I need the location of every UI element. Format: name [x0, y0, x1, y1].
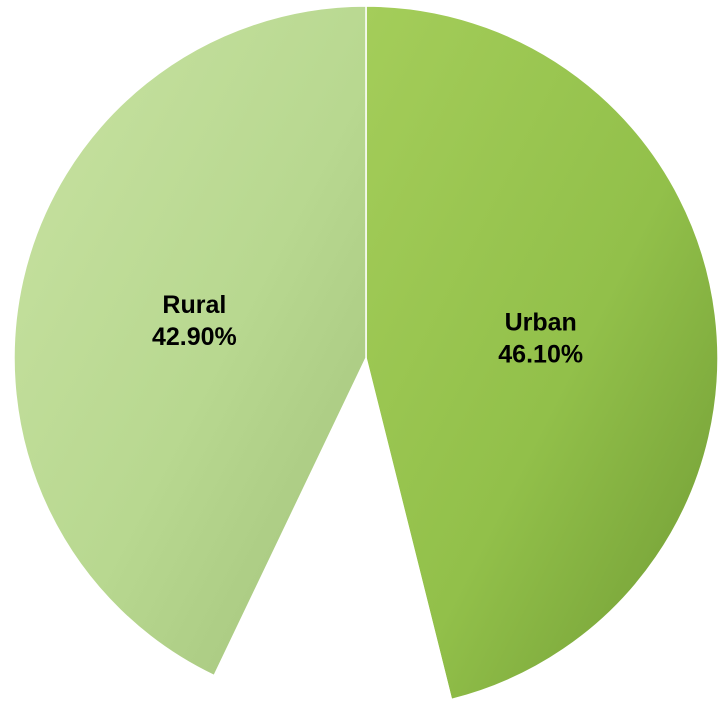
labels-layer: Urban 46.10% Rural 42.90% [152, 291, 583, 368]
pie-slice-unlabeled [213, 355, 453, 711]
slice-label-name: Urban [505, 308, 577, 336]
slice-label-rural: Rural 42.90% [152, 291, 237, 351]
slice-label-urban: Urban 46.10% [498, 308, 583, 368]
pie-slice-urban [365, 5, 718, 701]
slice-label-name: Rural [162, 291, 226, 319]
slice-label-value: 42.90% [152, 323, 237, 351]
slices-layer [13, 5, 718, 711]
slice-label-value: 46.10% [498, 340, 583, 368]
pie-slice-rural [13, 5, 367, 677]
